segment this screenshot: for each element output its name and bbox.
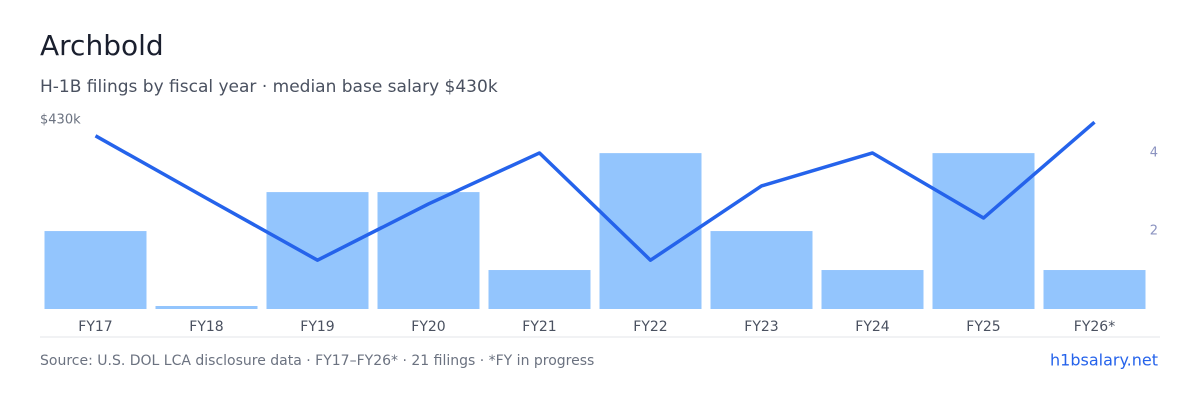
- bar: [710, 231, 813, 309]
- bar: [599, 153, 702, 309]
- bar: [932, 153, 1035, 309]
- bar: [377, 192, 480, 309]
- chart-title: Archbold: [40, 29, 164, 62]
- bar: [155, 306, 258, 309]
- x-tick-label: FY19: [300, 319, 334, 335]
- bar: [266, 192, 369, 309]
- x-tick-label: FY22: [633, 319, 667, 335]
- bar: [1043, 270, 1146, 309]
- source-note: Source: U.S. DOL LCA disclosure data · F…: [40, 353, 594, 369]
- bar: [488, 270, 591, 309]
- x-tick-label: FY23: [744, 319, 778, 335]
- site-link[interactable]: h1bsalary.net: [1050, 351, 1158, 370]
- x-tick-label: FY18: [189, 319, 223, 335]
- x-tick-label: FY24: [855, 319, 890, 335]
- y2-tick-label: 4: [1150, 146, 1158, 161]
- y-tick-label: $430k: [40, 113, 81, 128]
- x-tick-label: FY20: [411, 319, 445, 335]
- bar: [821, 270, 924, 309]
- x-tick-label: FY17: [78, 319, 112, 335]
- x-tick-label: FY25: [966, 319, 1000, 335]
- chart-subtitle: H-1B filings by fiscal year · median bas…: [40, 77, 498, 97]
- bar: [44, 231, 147, 309]
- y2-tick-label: 2: [1150, 224, 1158, 239]
- x-tick-label: FY26*: [1074, 319, 1115, 335]
- line: [94, 120, 1096, 262]
- x-tick-label: FY21: [522, 319, 556, 335]
